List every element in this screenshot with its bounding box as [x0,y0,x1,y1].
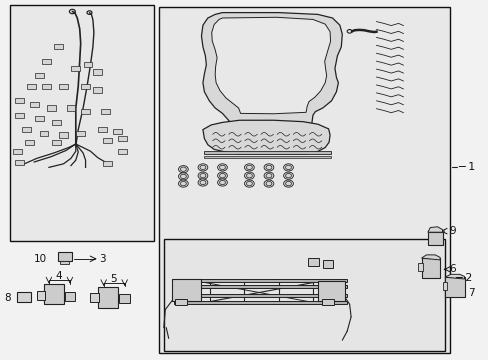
Bar [421,258,439,278]
Bar [101,109,109,114]
Bar [59,132,68,138]
Bar [98,127,107,132]
Bar [322,260,333,268]
Bar [47,105,56,111]
Bar [159,7,449,353]
Bar [163,239,444,351]
Bar [64,292,75,301]
Bar [27,84,36,89]
Circle shape [178,173,188,180]
Circle shape [217,164,227,171]
Bar [173,294,346,297]
Bar [204,151,330,154]
Text: 3: 3 [99,254,106,264]
Bar [66,105,75,111]
Bar [60,261,69,264]
Text: 7: 7 [467,288,474,298]
Bar [98,287,118,308]
Bar [15,160,24,165]
Text: 6: 6 [448,264,455,274]
Circle shape [198,172,207,179]
Bar [173,279,346,282]
Circle shape [198,164,207,171]
Text: 8: 8 [4,293,11,303]
Circle shape [244,172,254,179]
Bar [35,73,43,78]
Text: ─ 1: ─ 1 [457,162,474,172]
Bar [90,293,99,302]
Bar [93,87,102,93]
Bar [40,131,48,136]
Bar [321,299,333,305]
Bar [427,232,442,245]
Circle shape [198,179,207,186]
Bar [10,5,154,241]
Circle shape [283,164,293,171]
Bar [118,149,126,154]
Circle shape [217,179,227,186]
Bar [30,102,39,107]
Bar [307,258,318,266]
Polygon shape [421,255,439,260]
Polygon shape [211,17,330,114]
Bar [22,127,31,132]
Bar [417,263,422,271]
Bar [59,84,68,89]
Bar [173,285,346,288]
Bar [17,292,31,302]
Text: 5: 5 [110,274,117,284]
Bar [15,98,24,103]
Circle shape [283,180,293,187]
Bar [13,149,21,154]
Bar [119,294,130,303]
Bar [42,59,51,64]
Circle shape [217,172,227,179]
Bar [35,116,43,121]
Bar [118,136,126,141]
Polygon shape [203,120,329,154]
Text: ─ 2: ─ 2 [454,273,471,283]
Bar [25,140,34,145]
Bar [113,129,122,134]
Bar [204,156,330,158]
Bar [44,284,63,304]
Circle shape [283,172,293,179]
Circle shape [264,180,273,187]
Circle shape [244,164,254,171]
Text: 10: 10 [34,254,46,264]
Bar [71,66,80,71]
Text: 9: 9 [448,226,455,236]
Bar [81,84,90,89]
Bar [37,291,45,300]
Bar [76,131,85,136]
Bar [103,161,112,166]
Circle shape [178,166,188,173]
Circle shape [264,172,273,179]
Circle shape [178,180,188,187]
Circle shape [244,180,254,187]
Bar [442,282,447,290]
Polygon shape [201,13,342,131]
Bar [175,299,187,305]
Bar [317,281,344,301]
Text: 4: 4 [56,271,62,282]
Bar [52,120,61,125]
Bar [172,279,201,301]
Bar [15,113,24,118]
Circle shape [264,164,273,171]
Bar [42,84,51,89]
Bar [54,44,63,49]
Polygon shape [444,274,464,279]
Polygon shape [427,227,442,232]
Bar [444,277,464,297]
Bar [52,140,61,145]
Bar [173,301,346,304]
Bar [83,62,92,67]
Bar [81,109,90,114]
Bar [93,69,102,75]
Bar [103,138,112,143]
Bar [58,252,72,261]
